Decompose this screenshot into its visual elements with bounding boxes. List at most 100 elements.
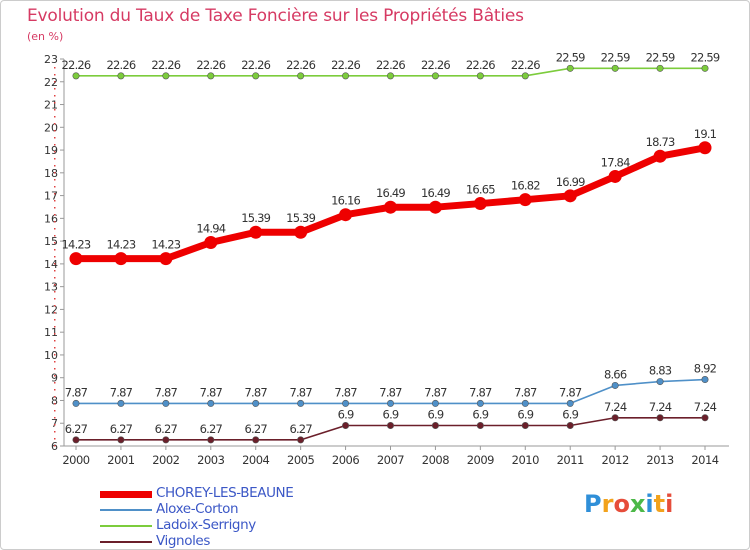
- data-label: 16.49: [421, 186, 450, 200]
- data-point: [114, 252, 128, 266]
- x-tick-label: 2006: [332, 453, 359, 467]
- y-axis-dot: [54, 81, 56, 83]
- data-label: 6.9: [383, 408, 399, 422]
- data-point: [566, 399, 574, 407]
- y-axis-dot: [54, 123, 56, 125]
- data-label: 15.39: [241, 211, 270, 225]
- legend-swatch: [100, 541, 152, 543]
- data-point: [656, 414, 664, 422]
- data-label: 16.49: [376, 186, 405, 200]
- data-point: [566, 64, 574, 72]
- data-label: 22.26: [106, 58, 135, 72]
- y-tick-label: 19: [44, 144, 58, 157]
- data-point: [563, 189, 577, 203]
- data-point: [339, 208, 353, 222]
- y-axis-dot: [54, 284, 56, 286]
- data-point: [117, 72, 125, 80]
- y-axis-dot: [54, 179, 56, 181]
- data-point: [653, 149, 667, 163]
- data-point: [386, 399, 394, 407]
- x-tick-label: 2009: [467, 453, 494, 467]
- data-label: 7.87: [155, 385, 178, 399]
- legend-swatch: [100, 509, 152, 511]
- y-tick-label: 21: [44, 99, 58, 112]
- data-point: [518, 193, 532, 207]
- data-label: 7.87: [424, 385, 447, 399]
- y-tick-label: 13: [44, 281, 58, 294]
- data-label: 6.9: [562, 408, 578, 422]
- data-label: 6.27: [289, 422, 312, 436]
- y-axis-dot: [54, 347, 56, 349]
- data-label: 7.87: [245, 385, 268, 399]
- y-tick-label: 14: [44, 258, 58, 271]
- y-axis-dot: [54, 256, 56, 258]
- data-point: [608, 169, 622, 183]
- x-tick-label: 2013: [646, 453, 673, 467]
- data-label: 16.82: [511, 179, 540, 193]
- y-axis-dot: [54, 214, 56, 216]
- data-label: 7.87: [514, 385, 537, 399]
- legend-label: Aloxe-Corton: [156, 501, 239, 517]
- y-axis-dot: [54, 95, 56, 97]
- data-point: [431, 399, 439, 407]
- y-axis-dot: [54, 361, 56, 363]
- y-axis-dot: [54, 277, 56, 279]
- data-point: [207, 72, 215, 80]
- legend-label: CHOREY-LES-BEAUNE: [156, 485, 294, 501]
- y-axis-dot: [54, 228, 56, 230]
- x-tick-label: 2012: [602, 453, 629, 467]
- data-label: 22.26: [196, 58, 225, 72]
- data-label: 16.65: [466, 183, 495, 197]
- x-tick-label: 2007: [377, 453, 404, 467]
- data-label: 16.99: [556, 175, 585, 189]
- data-point: [386, 422, 394, 430]
- data-label: 19.1: [694, 127, 717, 141]
- y-axis-dot: [54, 116, 56, 118]
- data-point: [69, 252, 83, 266]
- y-axis-dot: [54, 207, 56, 209]
- data-point: [521, 399, 529, 407]
- data-point: [207, 399, 215, 407]
- y-axis-dot: [54, 158, 56, 160]
- logo-letter: t: [653, 490, 666, 518]
- y-tick-label: 12: [44, 303, 58, 316]
- data-label: 6.27: [110, 422, 133, 436]
- x-tick-label: 2001: [107, 453, 134, 467]
- x-tick-label: 2004: [242, 453, 269, 467]
- data-label: 7.87: [469, 385, 492, 399]
- data-point: [207, 436, 215, 444]
- data-label: 7.87: [65, 385, 88, 399]
- y-axis-dot: [54, 144, 56, 146]
- y-axis-dot: [54, 242, 56, 244]
- y-axis-dot: [54, 410, 56, 412]
- data-point: [162, 72, 170, 80]
- data-label: 22.59: [691, 50, 720, 64]
- data-point: [162, 436, 170, 444]
- data-point: [297, 72, 305, 80]
- y-axis-dot: [54, 137, 56, 139]
- y-axis-dot: [54, 298, 56, 300]
- data-point: [252, 399, 260, 407]
- legend-label: Vignoles: [156, 533, 210, 549]
- data-point: [431, 422, 439, 430]
- x-tick-label: 2011: [557, 453, 584, 467]
- data-point: [297, 399, 305, 407]
- y-axis-dot: [54, 291, 56, 293]
- data-label: 6.27: [245, 422, 268, 436]
- data-label: 14.23: [106, 238, 135, 252]
- logo-letter: i: [645, 490, 654, 518]
- x-tick-label: 2008: [422, 453, 449, 467]
- data-label: 14.94: [196, 221, 225, 235]
- data-point: [342, 422, 350, 430]
- y-tick-label: 18: [44, 167, 58, 180]
- y-axis-dot: [54, 305, 56, 307]
- y-axis-dot: [54, 172, 56, 174]
- data-point: [294, 225, 308, 239]
- x-tick-label: 2010: [512, 453, 539, 467]
- data-point: [428, 200, 442, 214]
- data-point: [521, 422, 529, 430]
- data-label: 22.26: [151, 58, 180, 72]
- y-axis-dot: [54, 249, 56, 251]
- data-point: [476, 422, 484, 430]
- data-label: 7.24: [694, 400, 717, 414]
